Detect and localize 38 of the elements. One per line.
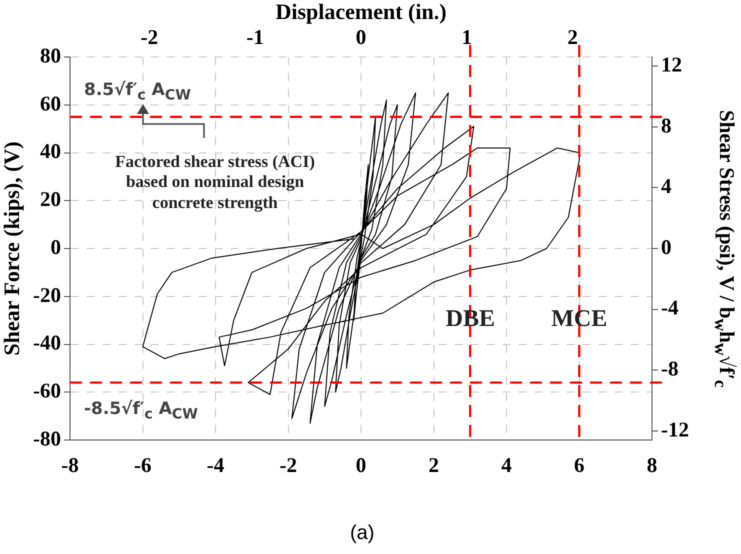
y-tick-label: 80: [40, 43, 61, 68]
x-tick-label: 6: [574, 453, 584, 478]
y2-tick-label: -4: [661, 296, 679, 320]
x2-axis-title: Displacement (in.): [275, 0, 447, 24]
x-tick-label: 2: [428, 453, 439, 478]
y2-tick-label: 0: [661, 234, 672, 259]
y-tick-label: 0: [50, 234, 61, 259]
y2-tick-label: 4: [661, 174, 672, 198]
ref-line-label: DBE: [446, 306, 495, 334]
y-tick-label: -60: [33, 378, 61, 403]
ref-line-label: -8.5√f′$_{c}$ A$_{CW}$: [84, 398, 198, 422]
annotation: Factored shear stress (ACI) based on nominal design concrete strength: [114, 152, 316, 214]
y-tick-label: 20: [40, 187, 61, 212]
text: (a): [350, 522, 374, 545]
y-tick-label: -40: [33, 330, 61, 355]
y-tick-label: -80: [33, 426, 61, 450]
ref-line-label: MCE: [551, 306, 608, 334]
x2-tick-label: 0: [356, 24, 366, 49]
y2-tick-label: -12: [661, 417, 689, 442]
x2-tick-label: 1: [462, 24, 472, 49]
x-tick-label: 4: [501, 453, 512, 478]
y2-tick-label: -8: [661, 356, 678, 381]
ref-line-label: 8.5√f′$_{c}$ A$_{CW}$: [84, 80, 191, 104]
y-tick-label: 40: [40, 139, 61, 164]
y-tick-label: 60: [40, 91, 61, 116]
x-tick-label: -2: [280, 453, 297, 478]
x-tick-label: -6: [134, 453, 152, 478]
y-tick-label: -20: [33, 282, 61, 307]
x2-tick-label: -1: [246, 24, 264, 49]
y2-tick-label: 8: [661, 113, 672, 138]
x2-tick-label: -2: [140, 24, 158, 49]
x-tick-label: 8: [646, 453, 658, 478]
x-tick-label: -8: [61, 453, 79, 478]
x-tick-label: 0: [356, 453, 366, 478]
x-tick-label: -4: [206, 453, 225, 478]
y-axis-title: Shear Force (kips), (V): [0, 141, 24, 356]
x2-tick-label: 2: [567, 24, 578, 49]
y2-tick-label: 12: [661, 52, 682, 77]
